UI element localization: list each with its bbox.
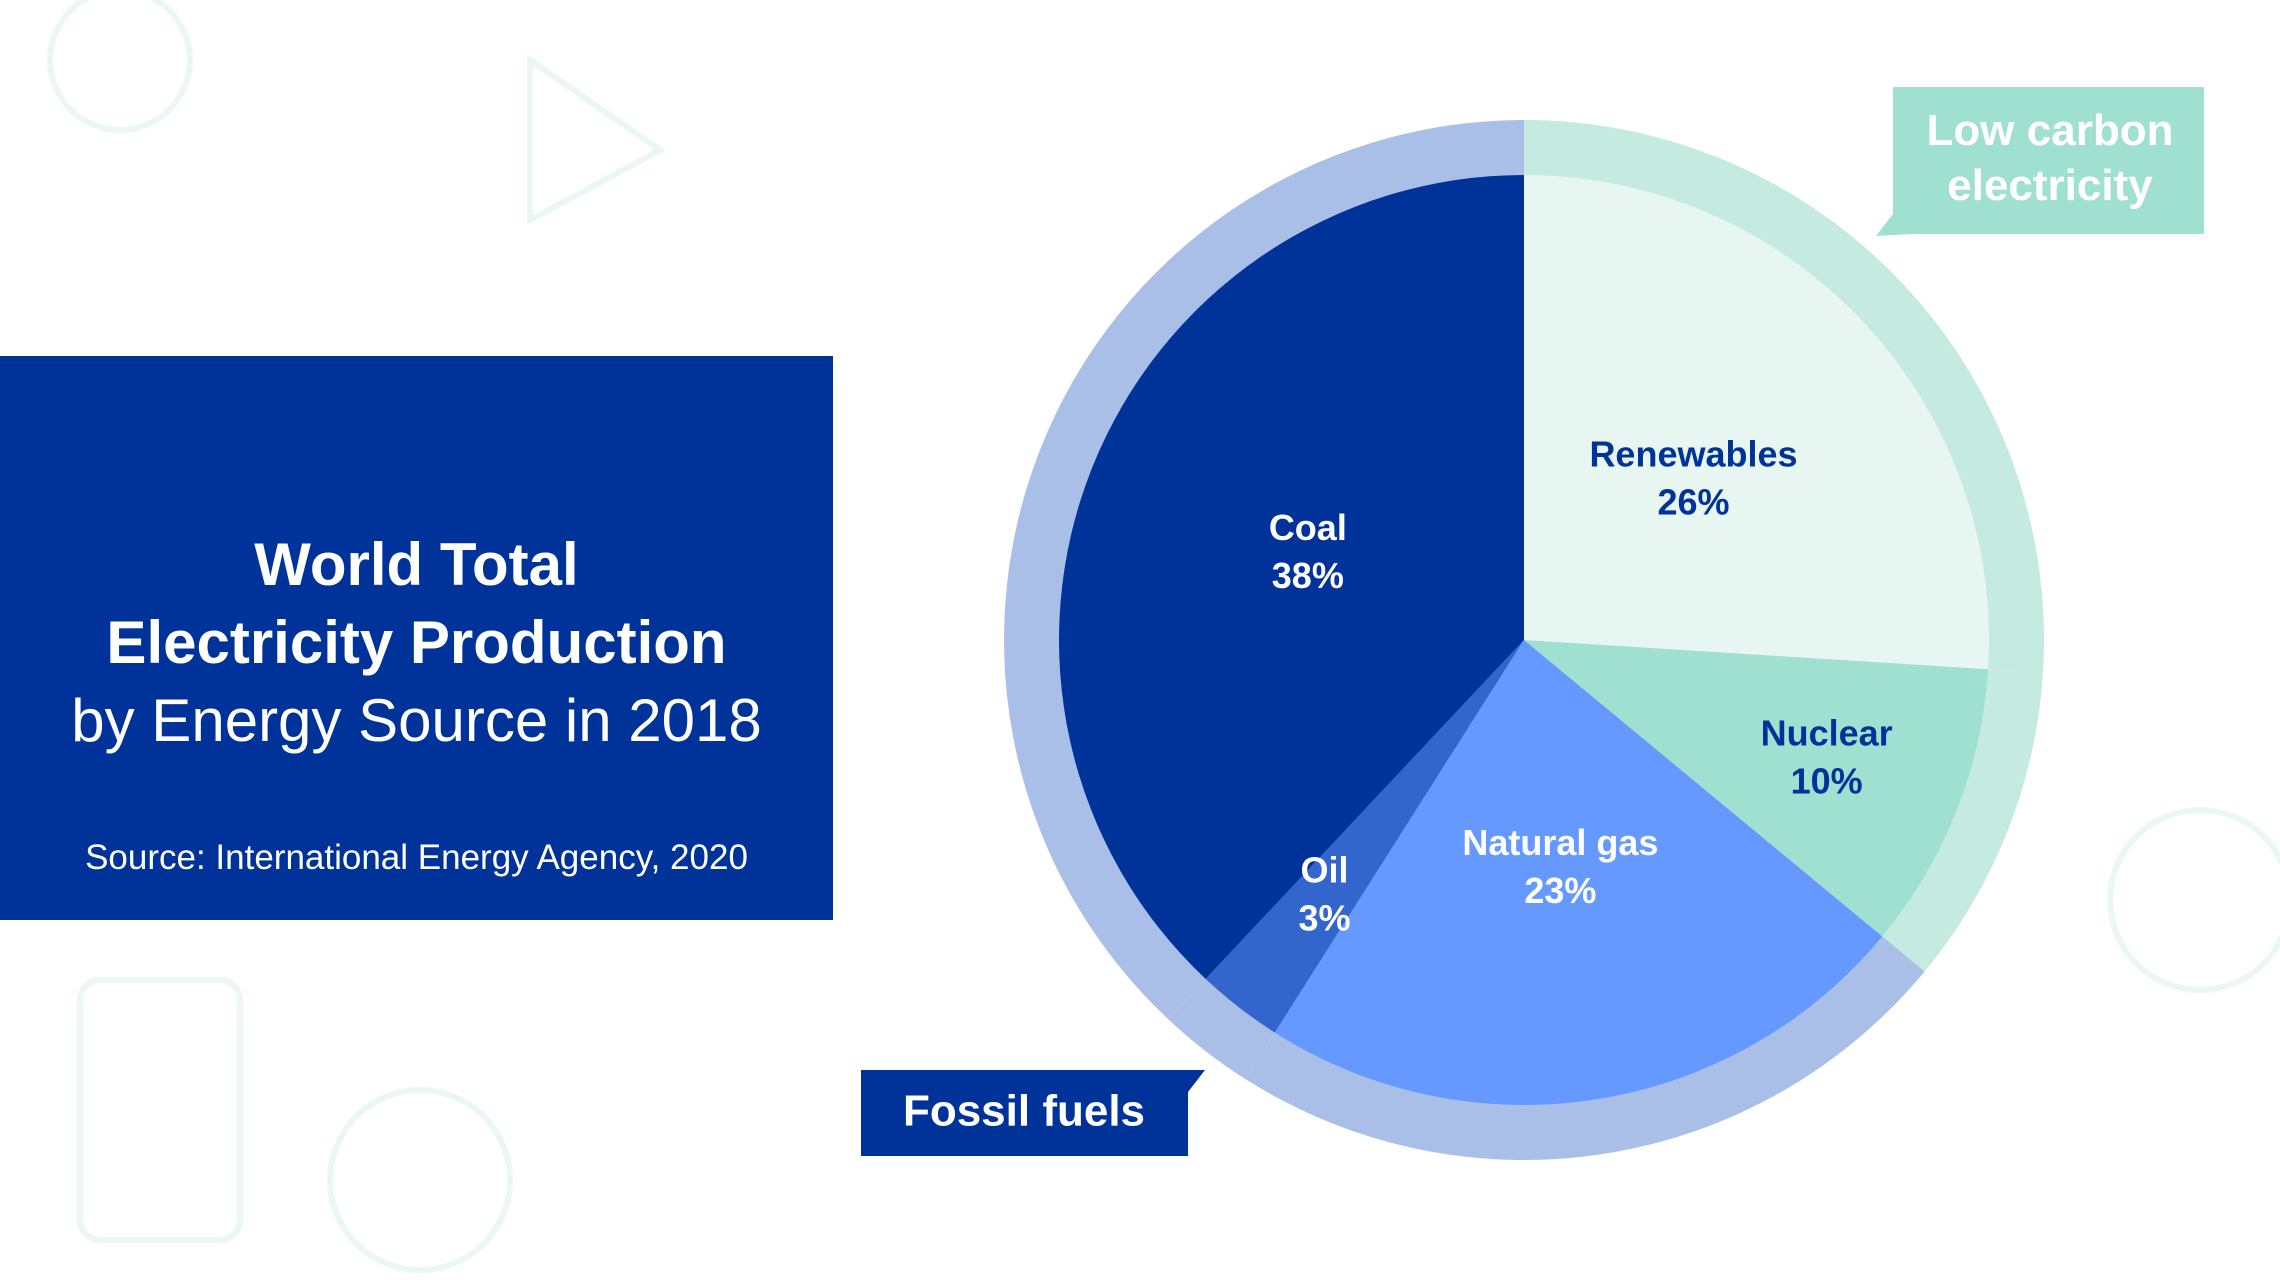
value-label: 26% (1657, 481, 1729, 522)
chart-title: World Total (254, 531, 579, 598)
ring-segment (1245, 935, 1925, 1160)
ring-segment (1524, 120, 2044, 673)
pie-slice (1274, 640, 1883, 1105)
chart-subtitle: by Energy Source in 2018 (71, 687, 762, 754)
value-label: 10% (1791, 760, 1863, 801)
pie-slice (1524, 640, 1989, 937)
ring-segment (1168, 978, 1276, 1080)
slice-label: Renewables (1589, 433, 1797, 474)
value-label: 23% (1524, 870, 1596, 911)
callout-box (861, 1070, 1205, 1156)
chart-title: Electricity Production (106, 609, 727, 676)
title-box: World Total Electricity Production by En… (0, 356, 833, 920)
slice-label: Coal (1269, 507, 1347, 548)
value-label: 38% (1272, 555, 1344, 596)
pie-slice (1058, 175, 1524, 979)
slice-label: Nuclear (1761, 712, 1893, 753)
value-label: 3% (1298, 898, 1350, 939)
ring-segment (1881, 669, 2043, 972)
background-icons (47, 0, 2280, 1273)
group-label: Fossil fuels (903, 1087, 1145, 1136)
source: Source: International Energy Agency, 202… (85, 838, 748, 877)
group-label: Low carbon electricity (1927, 106, 2174, 210)
ring-segment (1004, 120, 1524, 1020)
callout-box (1876, 87, 2204, 236)
slice-label: Oil (1300, 850, 1348, 891)
pie-slice (1524, 175, 1989, 670)
slice-label: Natural gas (1462, 822, 1658, 863)
pie-slice (1205, 640, 1524, 1033)
